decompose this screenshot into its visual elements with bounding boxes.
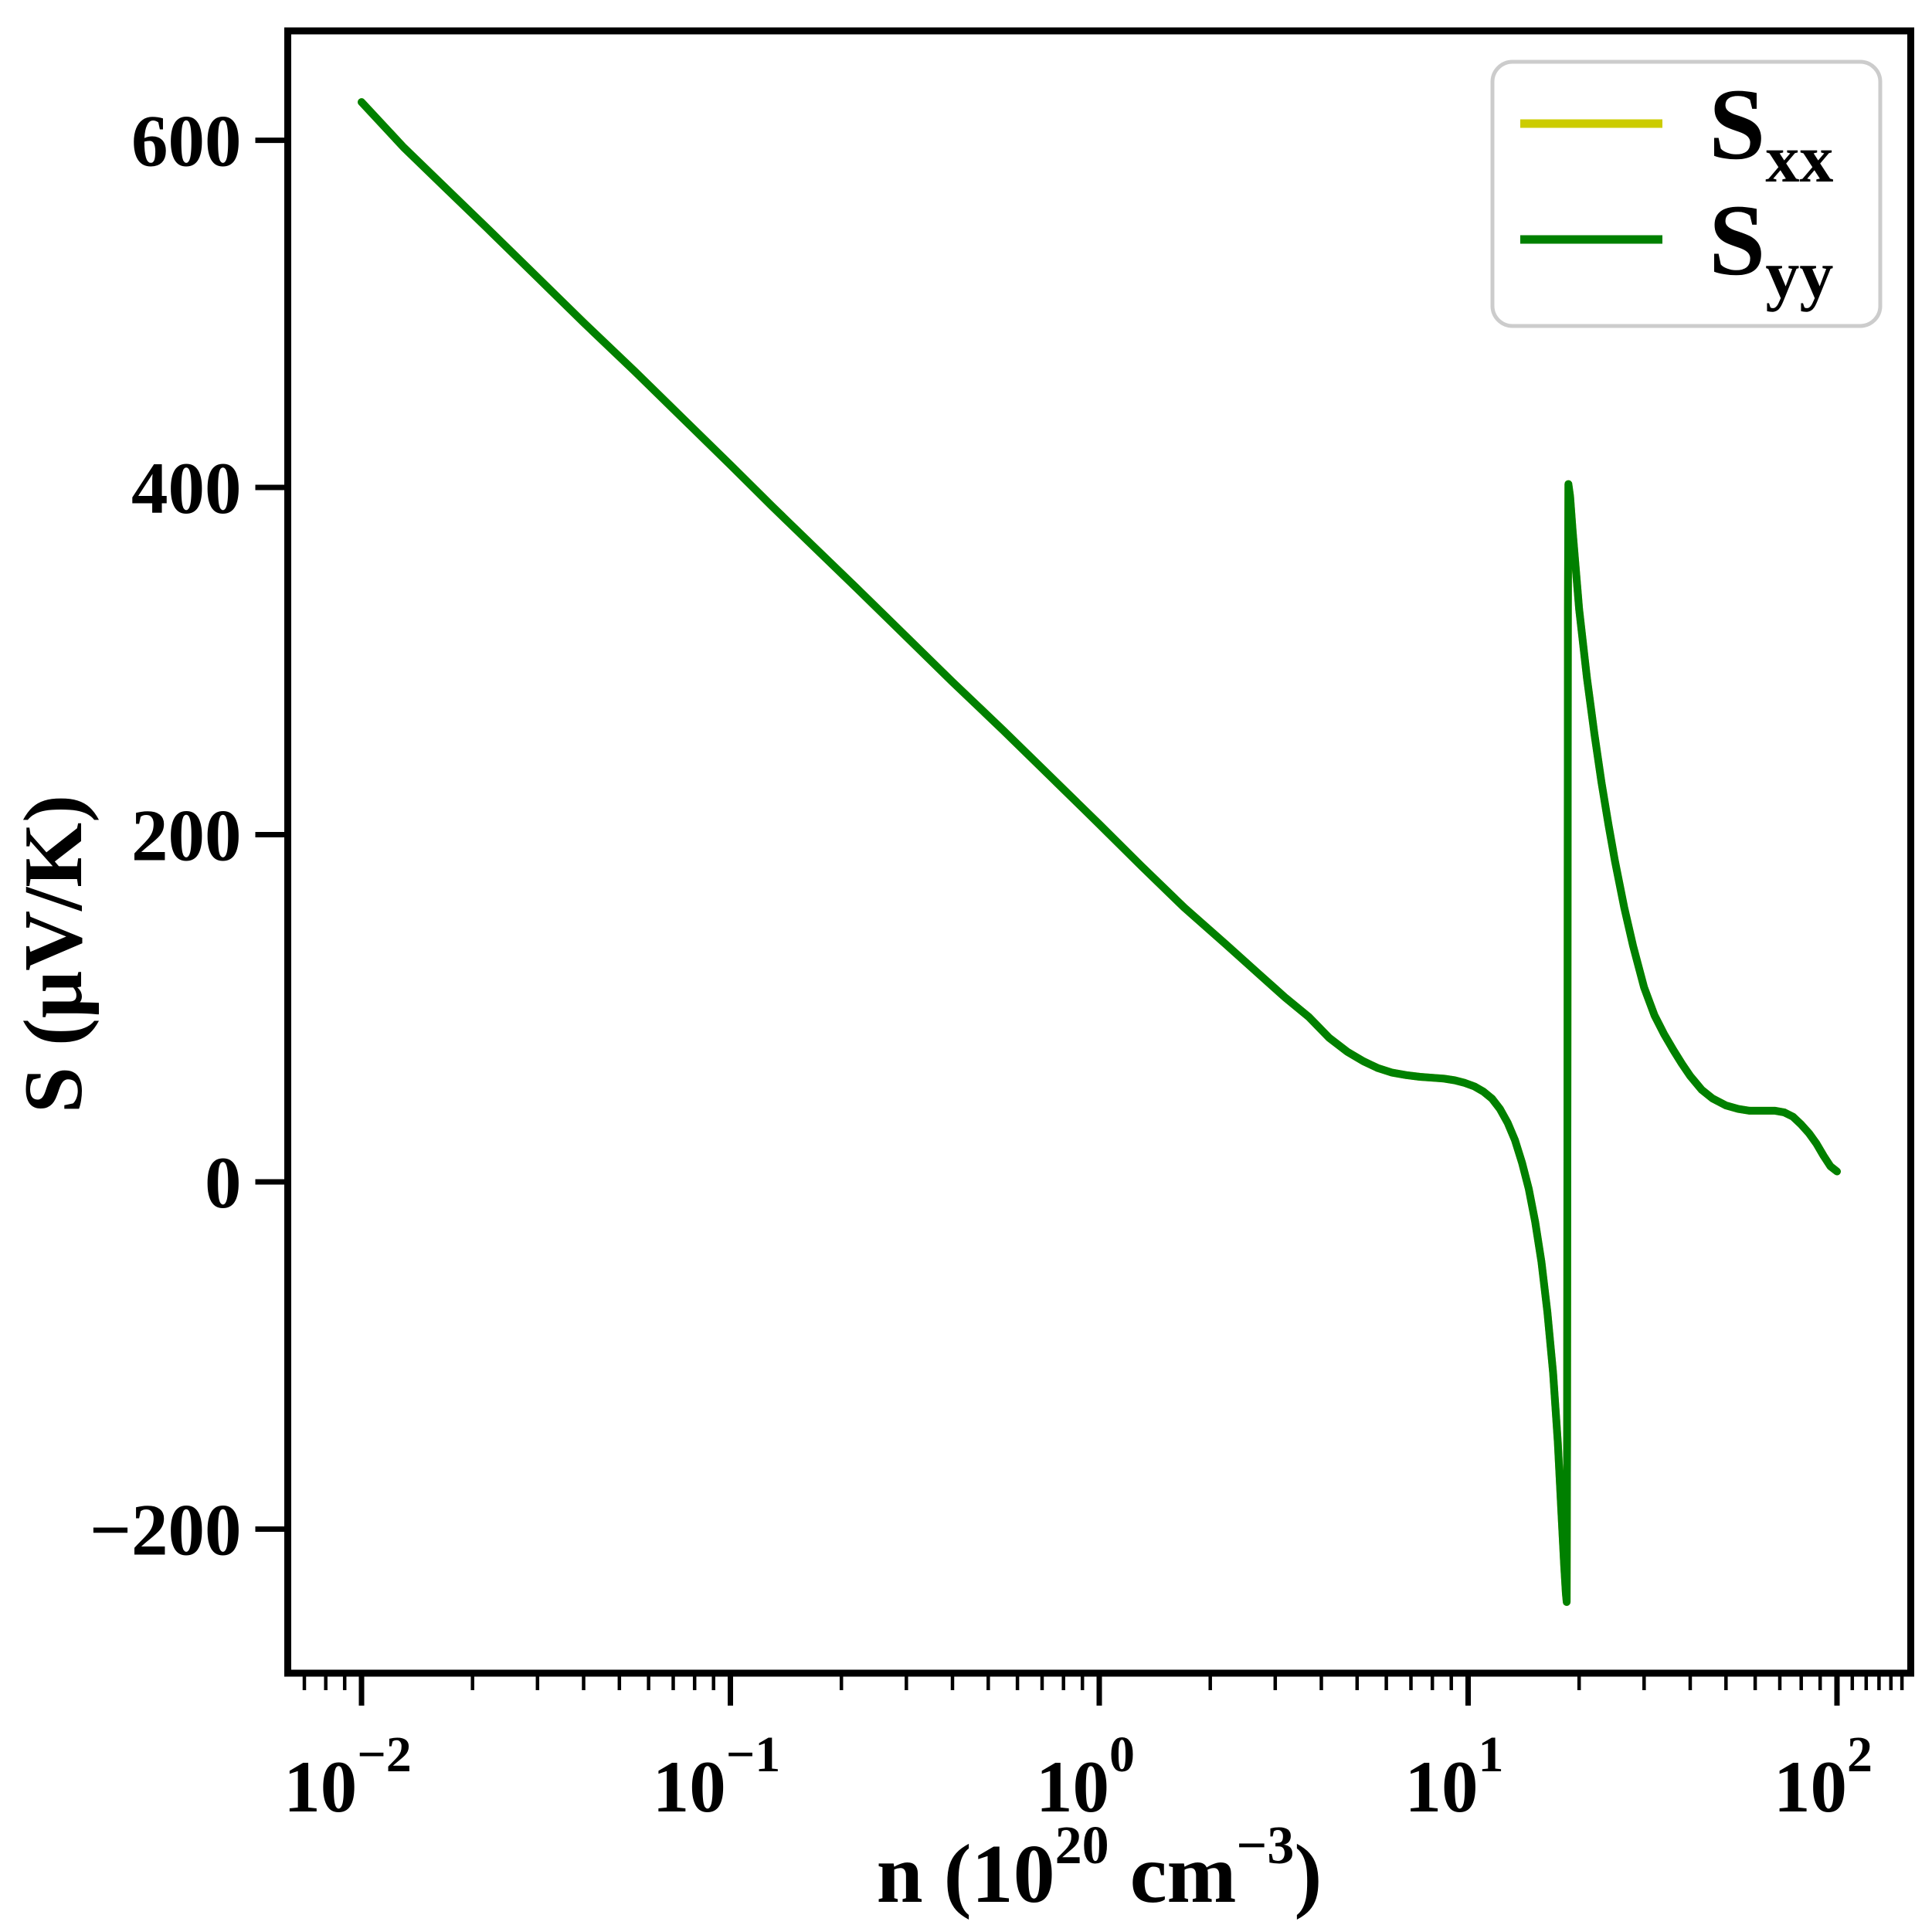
y-tick-label: −200 <box>90 1489 242 1570</box>
y-axis-label: S (μV/K) <box>8 795 100 1113</box>
y-tick-label: 600 <box>131 100 242 182</box>
plot-area: 10−2 10−1 100 101 102 600 400 200 0 −200 n (1020 c… <box>90 27 1914 1920</box>
series-syy-curve <box>358 98 1841 1606</box>
x-tick-label: 102 <box>1774 1726 1873 1828</box>
x-tick-label: 101 <box>1405 1726 1504 1828</box>
x-axis-label: n (1020 cm−3) <box>877 1816 1323 1920</box>
y-tick-label: 0 <box>205 1142 242 1224</box>
legend-label-syy: Syy <box>1709 183 1833 313</box>
x-tick-label: 10−1 <box>653 1726 781 1828</box>
x-tick-label: 10−2 <box>284 1726 412 1828</box>
y-tick-label: 400 <box>131 447 242 529</box>
legend-label-sxx: Sxx <box>1709 67 1833 197</box>
x-tick-label: 100 <box>1036 1726 1135 1828</box>
y-tick-label: 200 <box>131 795 242 877</box>
